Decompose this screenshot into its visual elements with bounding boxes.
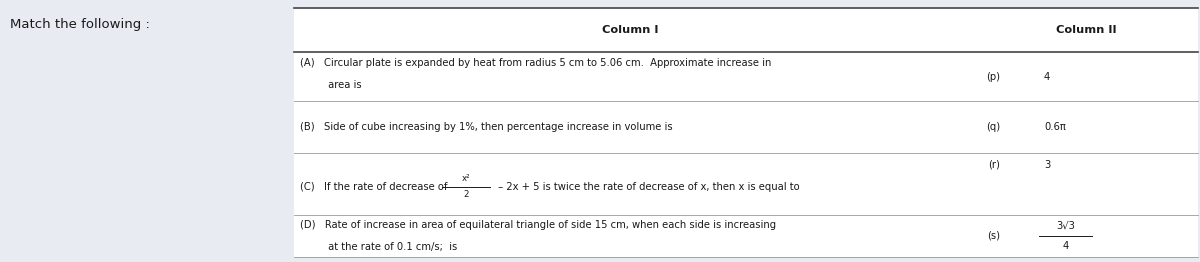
Text: 2: 2: [463, 190, 469, 199]
Text: 3: 3: [1044, 160, 1050, 170]
Text: x²: x²: [462, 174, 470, 183]
Text: Column I: Column I: [601, 25, 659, 35]
Text: at the rate of 0.1 cm/s;  is: at the rate of 0.1 cm/s; is: [300, 242, 457, 252]
Text: Match the following :: Match the following :: [10, 18, 150, 31]
FancyBboxPatch shape: [294, 8, 1198, 257]
Text: (A)   Circular plate is expanded by heat from radius 5 cm to 5.06 cm.  Approxima: (A) Circular plate is expanded by heat f…: [300, 58, 772, 68]
Text: (r): (r): [988, 160, 1000, 170]
Text: (s): (s): [988, 231, 1000, 241]
Text: 0.6π: 0.6π: [1044, 122, 1066, 132]
Text: area is: area is: [300, 80, 361, 90]
Text: Column II: Column II: [1056, 25, 1116, 35]
Text: – 2x + 5 is twice the rate of decrease of x, then x is equal to: – 2x + 5 is twice the rate of decrease o…: [494, 182, 799, 192]
Text: 3√3: 3√3: [1056, 221, 1075, 231]
Text: (C)   If the rate of decrease of: (C) If the rate of decrease of: [300, 182, 448, 192]
Text: (D)   Rate of increase in area of equilateral triangle of side 15 cm, when each : (D) Rate of increase in area of equilate…: [300, 220, 776, 230]
Text: (B)   Side of cube increasing by 1%, then percentage increase in volume is: (B) Side of cube increasing by 1%, then …: [300, 122, 673, 132]
Text: 4: 4: [1044, 72, 1050, 82]
Text: 4: 4: [1062, 241, 1069, 251]
Text: (q): (q): [986, 122, 1001, 132]
Text: (p): (p): [986, 72, 1001, 82]
